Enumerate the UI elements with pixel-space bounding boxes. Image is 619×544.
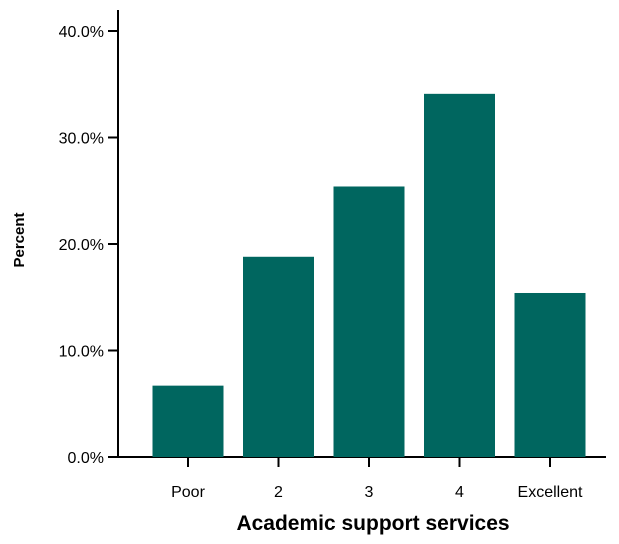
bar-poor <box>152 385 224 457</box>
y-tick-label: 10.0% <box>59 344 104 361</box>
y-tick-label: 30.0% <box>59 131 104 148</box>
x-axis-title: Academic support services <box>236 512 509 535</box>
y-tick-label: 0.0% <box>68 450 104 467</box>
y-tick-label: 20.0% <box>59 237 104 254</box>
y-tick-label: 40.0% <box>59 24 104 41</box>
x-axis: Poor 2 3 4 Excellent <box>117 456 606 501</box>
x-tick-label: 3 <box>365 484 374 501</box>
x-tick-label: 2 <box>274 484 283 501</box>
bar-2 <box>243 256 314 457</box>
y-axis-title: Percent <box>11 212 28 267</box>
bar-4 <box>424 93 495 458</box>
y-axis: 0.0% 10.0% 20.0% 30.0% 40.0% <box>59 10 119 467</box>
bars <box>152 93 586 458</box>
x-tick-label: Poor <box>171 484 205 501</box>
x-tick-label: 4 <box>455 484 464 501</box>
bar-3 <box>333 186 405 458</box>
x-tick-label: Excellent <box>518 484 583 501</box>
bar-excellent <box>514 292 586 457</box>
